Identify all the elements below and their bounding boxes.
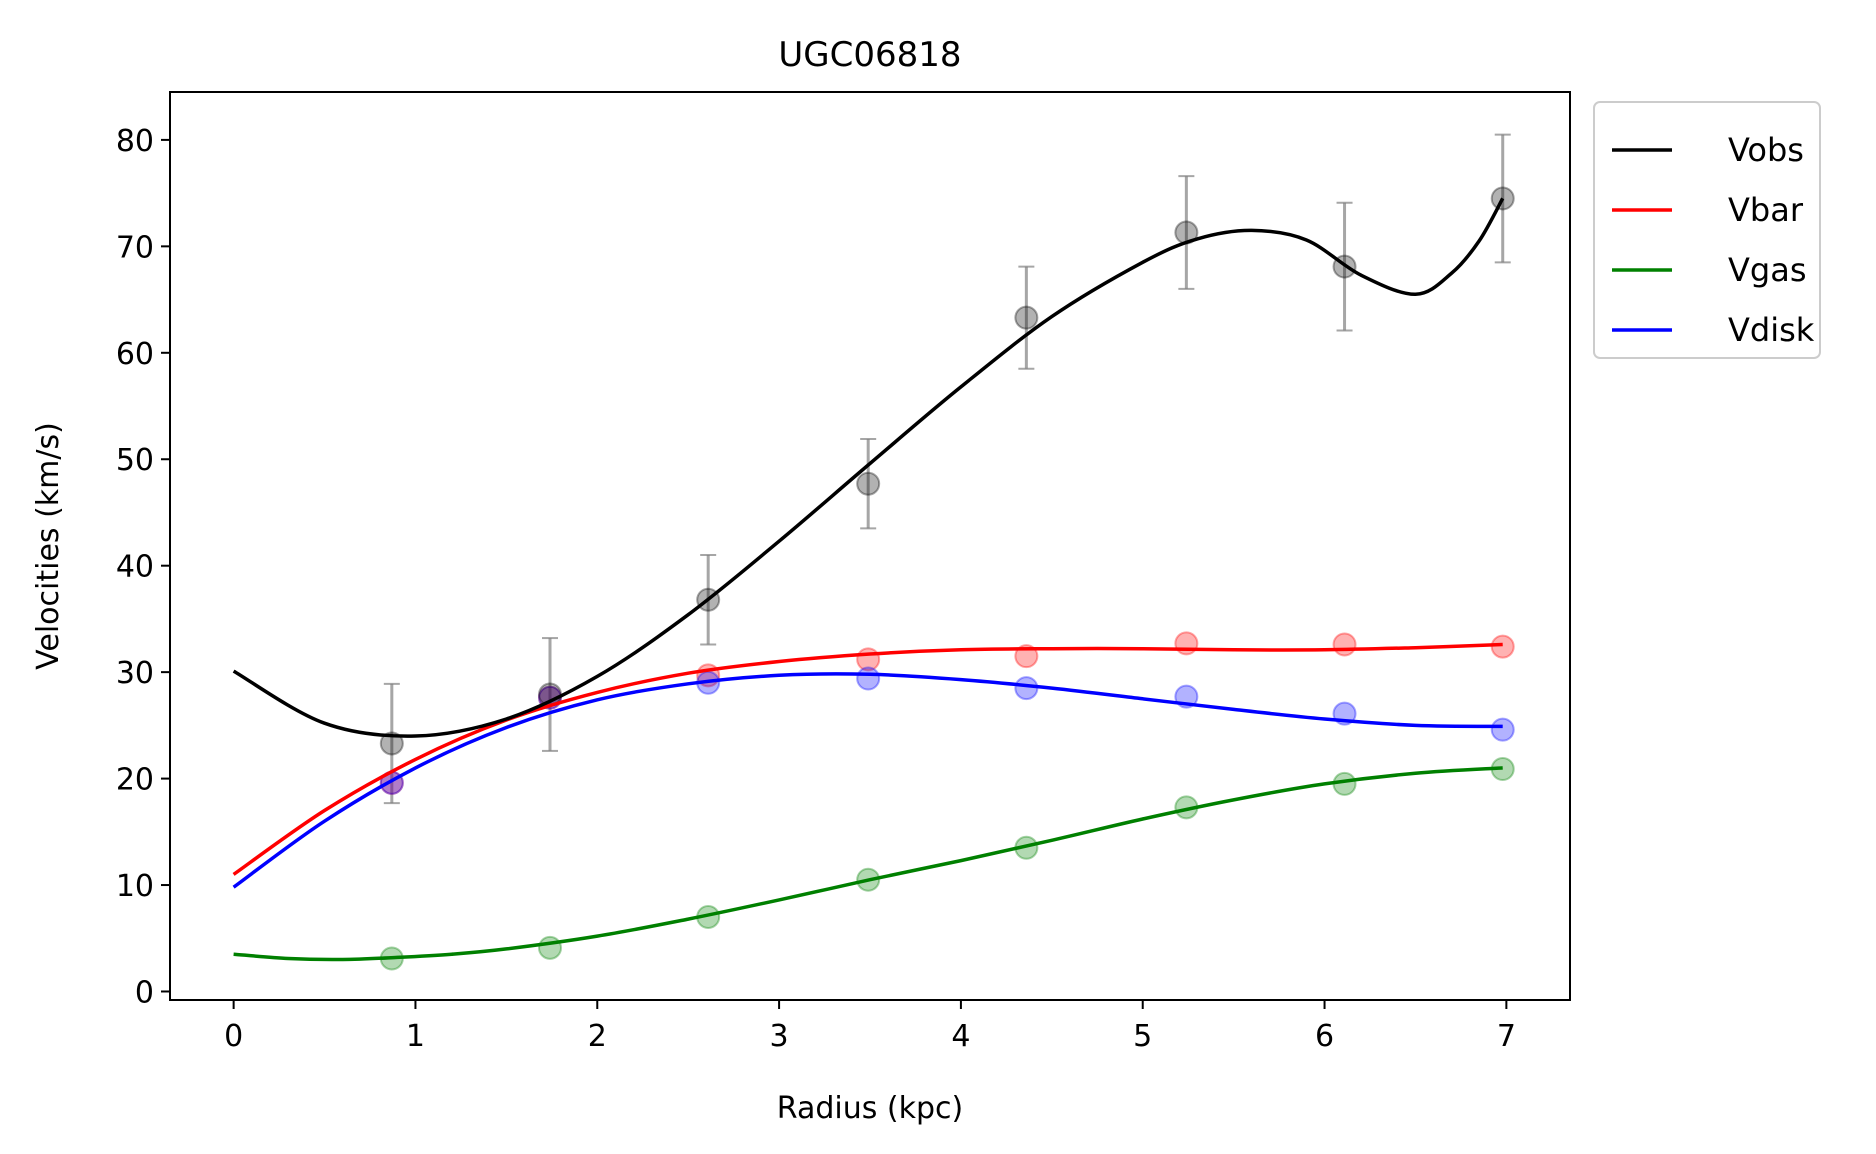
y-tick-label: 70 (116, 230, 154, 265)
legend-label-vbar: Vbar (1728, 191, 1804, 229)
legend-label-vobs: Vobs (1728, 131, 1804, 169)
x-tick-label: 1 (406, 1019, 425, 1054)
vdisk-point (856, 666, 881, 691)
y-tick-label: 80 (116, 124, 154, 159)
vdisk-line (232, 672, 1503, 889)
vbar-point (1174, 631, 1199, 656)
y-tick-label: 30 (116, 656, 154, 691)
y-tick-label: 40 (116, 550, 154, 585)
vbar-point (1014, 644, 1039, 669)
x-tick-label: 4 (951, 1019, 970, 1054)
y-tick-label: 20 (116, 763, 154, 798)
chart-title: UGC06818 (778, 35, 961, 75)
axes-frame (169, 91, 1571, 1001)
legend-label-vdisk: Vdisk (1728, 311, 1815, 349)
vgas-point (538, 935, 562, 960)
plot-area (232, 133, 1515, 971)
vobs-error-bar (542, 637, 558, 752)
vgas-line (233, 766, 1503, 962)
y-tick-label: 0 (135, 975, 154, 1010)
vobs-point (379, 731, 404, 756)
y-tick-label: 10 (116, 869, 154, 904)
vobs-point (1014, 305, 1039, 330)
vobs-error-bar (1018, 265, 1035, 370)
x-tick-label: 5 (1133, 1019, 1152, 1054)
vobs-line (232, 197, 1505, 738)
y-tick-label: 60 (116, 337, 154, 372)
vobs-error-bar (1178, 175, 1195, 290)
x-tick-label: 6 (1315, 1019, 1334, 1054)
vdisk-point (1490, 717, 1515, 742)
vobs-error-bar (860, 438, 877, 530)
legend: Vobs Vbar Vgas Vdisk (1593, 101, 1821, 359)
y-axis-label: Velocities (km/s) (31, 422, 66, 670)
vobs-error-bar (383, 682, 400, 805)
y-axis: 0 10 20 30 40 50 60 70 80 (116, 124, 170, 1010)
x-tick-label: 7 (1497, 1019, 1516, 1054)
x-tick-label: 0 (224, 1019, 243, 1054)
legend-label-vgas: Vgas (1728, 251, 1806, 289)
legend-box (1593, 101, 1821, 359)
y-tick-label: 50 (116, 443, 154, 478)
vbar-point (1490, 634, 1515, 659)
vdisk-point (1014, 676, 1039, 701)
x-axis-label: Radius (kpc) (777, 1091, 963, 1126)
vbar-point (1332, 632, 1357, 657)
vbar-line (232, 642, 1503, 876)
vobs-point (856, 471, 881, 496)
x-axis: 0 1 2 3 4 5 6 7 (224, 1000, 1516, 1054)
x-tick-label: 3 (770, 1019, 789, 1054)
x-tick-label: 2 (588, 1019, 607, 1054)
